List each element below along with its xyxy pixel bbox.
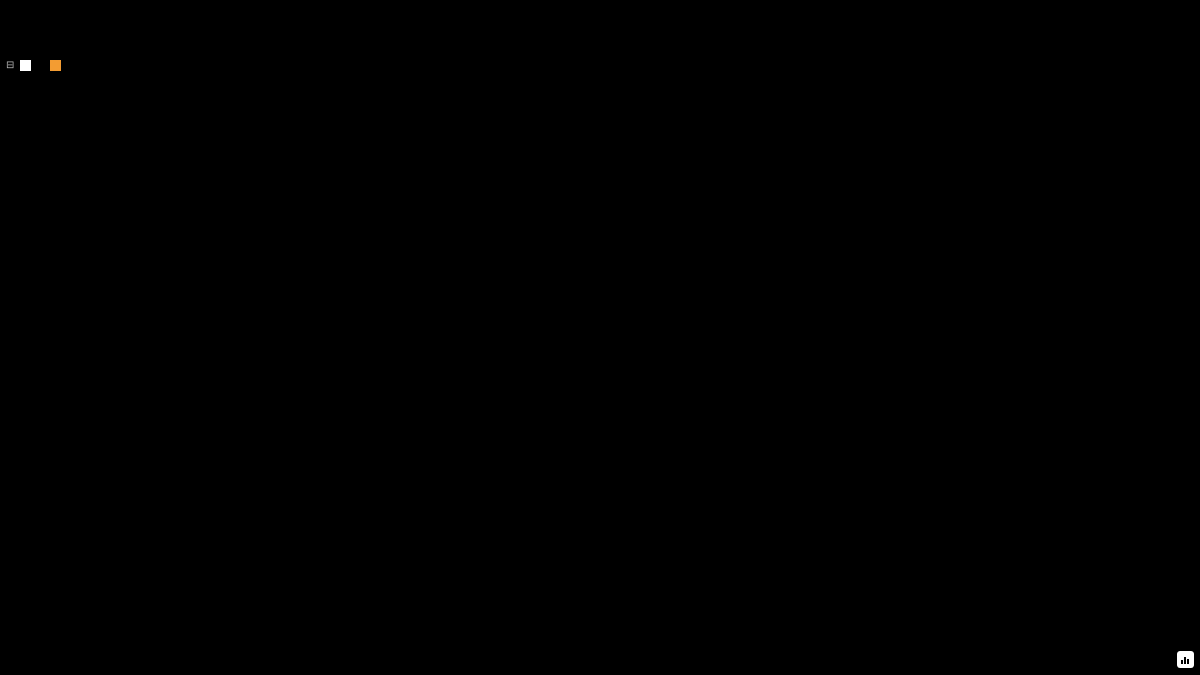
legend-item-series xyxy=(20,60,34,71)
bloomberg-chart-icon xyxy=(1177,651,1194,668)
legend-swatch-white xyxy=(20,60,32,71)
legend: ⊟ xyxy=(6,60,76,71)
legend-item-reference xyxy=(50,60,64,71)
legend-swatch-orange xyxy=(50,60,62,71)
legend-collapse-icon[interactable]: ⊟ xyxy=(6,60,15,71)
